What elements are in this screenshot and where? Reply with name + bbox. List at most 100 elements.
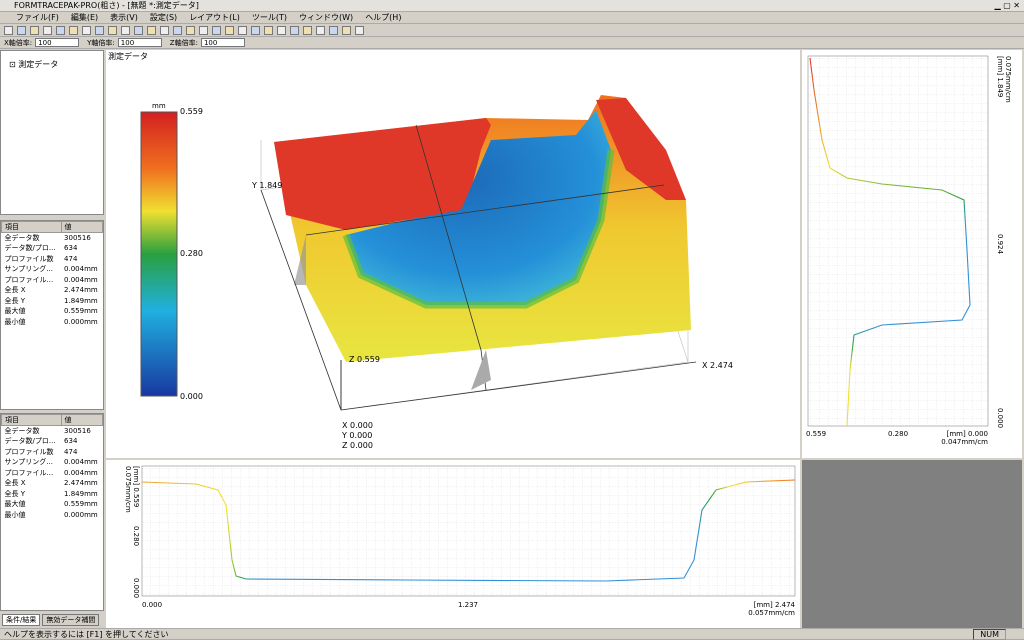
table-cell: 0.004mm [64, 265, 98, 274]
toolbar-button[interactable] [147, 25, 156, 35]
table-cell: 0.000mm [64, 510, 98, 519]
window-buttons[interactable]: ▁ ▢ ✕ [994, 1, 1021, 10]
title-bar: FORMTRACEPAK-PRO(粗さ) - [無題 *:測定データ] ▁ ▢ … [0, 0, 1024, 12]
toolbar-button[interactable] [277, 25, 286, 35]
table-cell: 1.849mm [64, 489, 98, 498]
toolbar-button[interactable] [134, 25, 143, 35]
menu-item[interactable]: ウィンドウ(W) [299, 13, 354, 22]
toolbar-button[interactable] [30, 25, 39, 35]
x-scale: 0.057mm/cm [748, 609, 795, 617]
toolbar-button[interactable] [43, 25, 52, 35]
surface-pit [346, 110, 611, 305]
profile-bottom: 0.075mm/cm [mm] 0.559 0.280 0.000 0.000 … [106, 460, 800, 628]
column-header: 項目 [1, 221, 62, 233]
y-label: [mm] 0.559 [132, 466, 140, 507]
toolbar-button[interactable] [160, 25, 169, 35]
table-cell: 最大値 [4, 500, 26, 509]
info-grid: 項目値全データ数 300516 データ数/プロ... 634 プロファイル数 474 サンプ… [1, 414, 104, 520]
scale-label: Y軸倍率: [87, 38, 115, 47]
y-label: 0.924 [996, 234, 1004, 255]
y-labels: [mm] 1.849 0.075mm/cm 0.924 0.000 [996, 56, 1012, 428]
status-num: NUM [973, 628, 1006, 640]
menu-item[interactable]: ファイル(F) [16, 13, 59, 22]
menu-item[interactable]: 設定(S) [149, 13, 178, 22]
menu-item[interactable]: レイアウト(L) [189, 13, 240, 22]
toolbar-button[interactable] [95, 25, 104, 35]
table-row: プロファイル... 0.004mm [2, 468, 103, 479]
table-row: プロファイル数 474 [2, 447, 103, 458]
table-row: サンプリング... 0.004mm [2, 264, 103, 275]
header-row: 項目値 [1, 414, 104, 426]
toolbar-button[interactable] [290, 25, 299, 35]
menu-item[interactable]: 表示(V) [110, 13, 138, 22]
toolbar-button[interactable] [342, 25, 351, 35]
table-row: 全データ数 300516 [2, 233, 103, 244]
x-scale: 0.047mm/cm [941, 438, 988, 446]
table-row: 最大値 0.559mm [2, 499, 103, 510]
colorbar [140, 111, 178, 397]
table-row: 全長 Y 1.849mm [2, 296, 103, 307]
toolbar-button[interactable] [56, 25, 65, 35]
profile-right: [mm] 1.849 0.075mm/cm 0.924 0.000 0.559 … [802, 50, 1022, 458]
table-cell: 474 [64, 254, 78, 263]
table-cell: 300516 [64, 234, 91, 242]
tree-item[interactable]: ⊡ 測定データ [9, 60, 59, 69]
toolbar-button[interactable] [82, 25, 91, 35]
table-cell: 2.474mm [64, 286, 98, 295]
toolbar-button[interactable] [212, 25, 221, 35]
colorbar-label: 0.280 [180, 249, 203, 258]
toolbar-button[interactable] [329, 25, 338, 35]
window-title: FORMTRACEPAK-PRO(粗さ) - [無題 *:測定データ] [14, 1, 199, 10]
menu-item[interactable]: ヘルプ(H) [365, 13, 402, 22]
table-cell: 最小値 [4, 317, 26, 326]
toolbar-button[interactable] [173, 25, 182, 35]
header-row: 項目値 [1, 221, 104, 233]
toolbar-button[interactable] [264, 25, 273, 35]
toolbar-button[interactable] [17, 25, 26, 35]
table-row: 最大値 0.559mm [2, 306, 103, 317]
info-table: 項目値全データ数 300516 データ数/プロ... 634 プロファイル数 474 サンプ… [0, 220, 104, 410]
profile-curve [809, 57, 971, 427]
colorbar-label: 0.000 [180, 392, 203, 401]
info-table: 項目値全データ数 300516 データ数/プロ... 634 プロファイル数 474 サンプ… [0, 413, 104, 611]
toolbar-button[interactable] [225, 25, 234, 35]
toolbar-button[interactable] [355, 25, 364, 35]
axis-label: Z 0.000 [342, 441, 373, 450]
table-cell: 全長 X [4, 286, 26, 295]
empty-pane [802, 460, 1022, 628]
colorbar-label: 0.559 [180, 107, 203, 116]
table-row: プロファイル数 474 [2, 254, 103, 265]
toolbar-button[interactable] [186, 25, 195, 35]
toolbar-button[interactable] [4, 25, 13, 35]
view-3d: 測定データ mm 0.559 0.280 0.000 Y 1.849 Z 0.5… [106, 50, 800, 458]
scale-combo[interactable]: 100 [117, 38, 162, 47]
table-cell: 0.004mm [64, 468, 98, 477]
toolbar-button[interactable] [238, 25, 247, 35]
toolbar-button[interactable] [108, 25, 117, 35]
x-label: 0.000 [142, 601, 162, 609]
toolbar-button[interactable] [303, 25, 312, 35]
menu-item[interactable]: ツール(T) [251, 13, 288, 22]
table-cell: 全データ数 [4, 234, 40, 242]
tree-item-label: 測定データ [18, 60, 59, 69]
column-header: 項目 [1, 414, 62, 426]
menu-item[interactable]: 編集(E) [70, 13, 99, 22]
tab[interactable]: 無効データ補間 [42, 614, 100, 626]
scale-combo[interactable]: 100 [35, 38, 80, 47]
table-cell: プロファイル... [4, 275, 54, 284]
table-cell: 300516 [64, 427, 91, 435]
toolbar-button[interactable] [316, 25, 325, 35]
column-header: 値 [60, 414, 104, 426]
x-label: 0.559 [806, 430, 826, 438]
toolbar-button[interactable] [121, 25, 130, 35]
scale-label: X軸倍率: [4, 38, 33, 47]
surface-high [596, 98, 686, 200]
table-cell: 全長 Y [4, 489, 26, 498]
colorbar-unit: mm [152, 102, 166, 110]
toolbar-button[interactable] [69, 25, 78, 35]
toolbar-button[interactable] [199, 25, 208, 35]
scale-combo[interactable]: 100 [200, 38, 245, 47]
toolbar-button[interactable] [251, 25, 260, 35]
tab[interactable]: 条件/結果 [2, 614, 41, 626]
menu-bar: ファイル(F) 編集(E) 表示(V) 設定(S) レイアウト(L) ツール(T) ウィンド… [0, 12, 1024, 24]
